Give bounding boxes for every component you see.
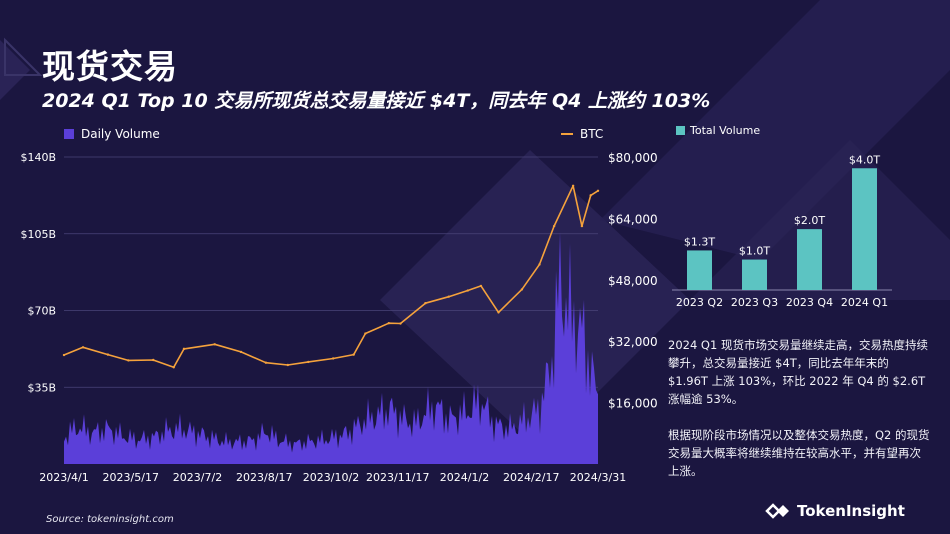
btc-price-point: [479, 284, 483, 288]
btc-price-point: [387, 321, 390, 325]
btc-price-point: [538, 263, 541, 266]
x-axis-tick-label: 2023/4/1: [39, 471, 88, 484]
page-subtitle: 2024 Q1 Top 10 交易所现货总交易量接近 $4T，同去年 Q4 上涨…: [42, 90, 711, 112]
bar-value-label: $1.0T: [739, 245, 770, 258]
legend-btc-label: BTC: [580, 127, 603, 141]
total-volume-bar: [742, 259, 767, 290]
legend-total-swatch: [676, 126, 685, 135]
btc-price-point: [596, 189, 600, 192]
right-axis-tick-label: $16,000: [608, 397, 658, 411]
left-axis-tick-label: $70B: [27, 305, 56, 318]
x-axis-tick-label: 2024/1/2: [440, 471, 489, 484]
bar-category-label: 2024 Q1: [841, 296, 888, 309]
right-axis-tick-label: $32,000: [608, 335, 658, 349]
x-axis-tick-label: 2024/3/31: [570, 471, 626, 484]
btc-price-point: [352, 353, 355, 356]
btc-price-point: [399, 322, 402, 325]
btc-price-point: [81, 346, 85, 349]
description-paragraph-1: 2024 Q1 现货市场交易量继续走高，交易热度持续攀升，总交易量接近 $4T，…: [668, 338, 928, 406]
legend-total-label: Total Volume: [689, 124, 760, 137]
left-axis-tick-label: $105B: [20, 228, 56, 241]
right-axis-tick-label: $64,000: [608, 212, 658, 226]
btc-price-point: [466, 289, 469, 292]
bar-value-label: $2.0T: [794, 214, 825, 227]
description-paragraph-2: 根据现阶段市场情况以及整体交易热度，Q2 的现货交易量大概率将继续维持在较高水平…: [668, 428, 930, 478]
x-axis-tick-label: 2023/7/2: [173, 471, 222, 484]
tokeninsight-logo-icon: [765, 503, 789, 519]
bar-category-label: 2023 Q3: [731, 296, 778, 309]
btc-price-point: [106, 353, 110, 356]
legend-volume-swatch: [64, 129, 74, 139]
x-axis-tick-label: 2023/8/17: [236, 471, 292, 484]
daily-volume-area: [64, 232, 598, 464]
bar-category-label: 2023 Q4: [786, 296, 833, 309]
brand-name: TokenInsight: [797, 502, 905, 520]
btc-price-point: [497, 311, 500, 314]
btc-price-point: [307, 360, 310, 364]
btc-price-point: [213, 343, 216, 346]
bar-value-label: $1.3T: [684, 235, 715, 248]
page-title: 现货交易: [42, 47, 178, 86]
x-axis-tick-label: 2023/5/17: [103, 471, 159, 484]
btc-price-point: [172, 366, 175, 369]
btc-price-point: [152, 358, 155, 362]
btc-price-point: [182, 347, 186, 351]
legend-volume-label: Daily Volume: [81, 127, 160, 141]
btc-price-point: [520, 288, 524, 291]
right-axis-tick-label: $48,000: [608, 274, 658, 288]
btc-price-point: [571, 184, 575, 187]
btc-price-point: [580, 224, 584, 228]
left-axis-tick-label: $35B: [27, 381, 56, 394]
btc-price-point: [424, 302, 427, 305]
btc-price-point: [127, 359, 130, 362]
total-volume-bar: [687, 250, 712, 290]
total-volume-bar: [797, 229, 822, 290]
btc-price-point: [264, 361, 268, 364]
btc-price-point: [239, 350, 243, 354]
x-axis-tick-label: 2023/10/2: [303, 471, 359, 484]
bar-value-label: $4.0T: [849, 153, 880, 166]
x-axis-tick-label: 2024/2/17: [503, 471, 559, 484]
btc-price-point: [286, 363, 290, 367]
btc-price-point: [552, 224, 556, 228]
btc-price-point: [364, 332, 367, 335]
right-axis-tick-label: $80,000: [608, 151, 658, 165]
btc-price-point: [62, 353, 66, 357]
source-note: Source: tokeninsight.com: [46, 514, 174, 525]
left-axis-tick-label: $140B: [20, 151, 56, 164]
bar-category-label: 2023 Q2: [676, 296, 723, 309]
brand-logo: TokenInsight: [765, 500, 905, 522]
total-volume-bar: [852, 168, 877, 290]
btc-price-point: [447, 295, 450, 298]
x-axis-tick-label: 2023/11/17: [366, 471, 429, 484]
btc-price-point: [589, 194, 592, 197]
btc-price-point: [331, 357, 335, 360]
